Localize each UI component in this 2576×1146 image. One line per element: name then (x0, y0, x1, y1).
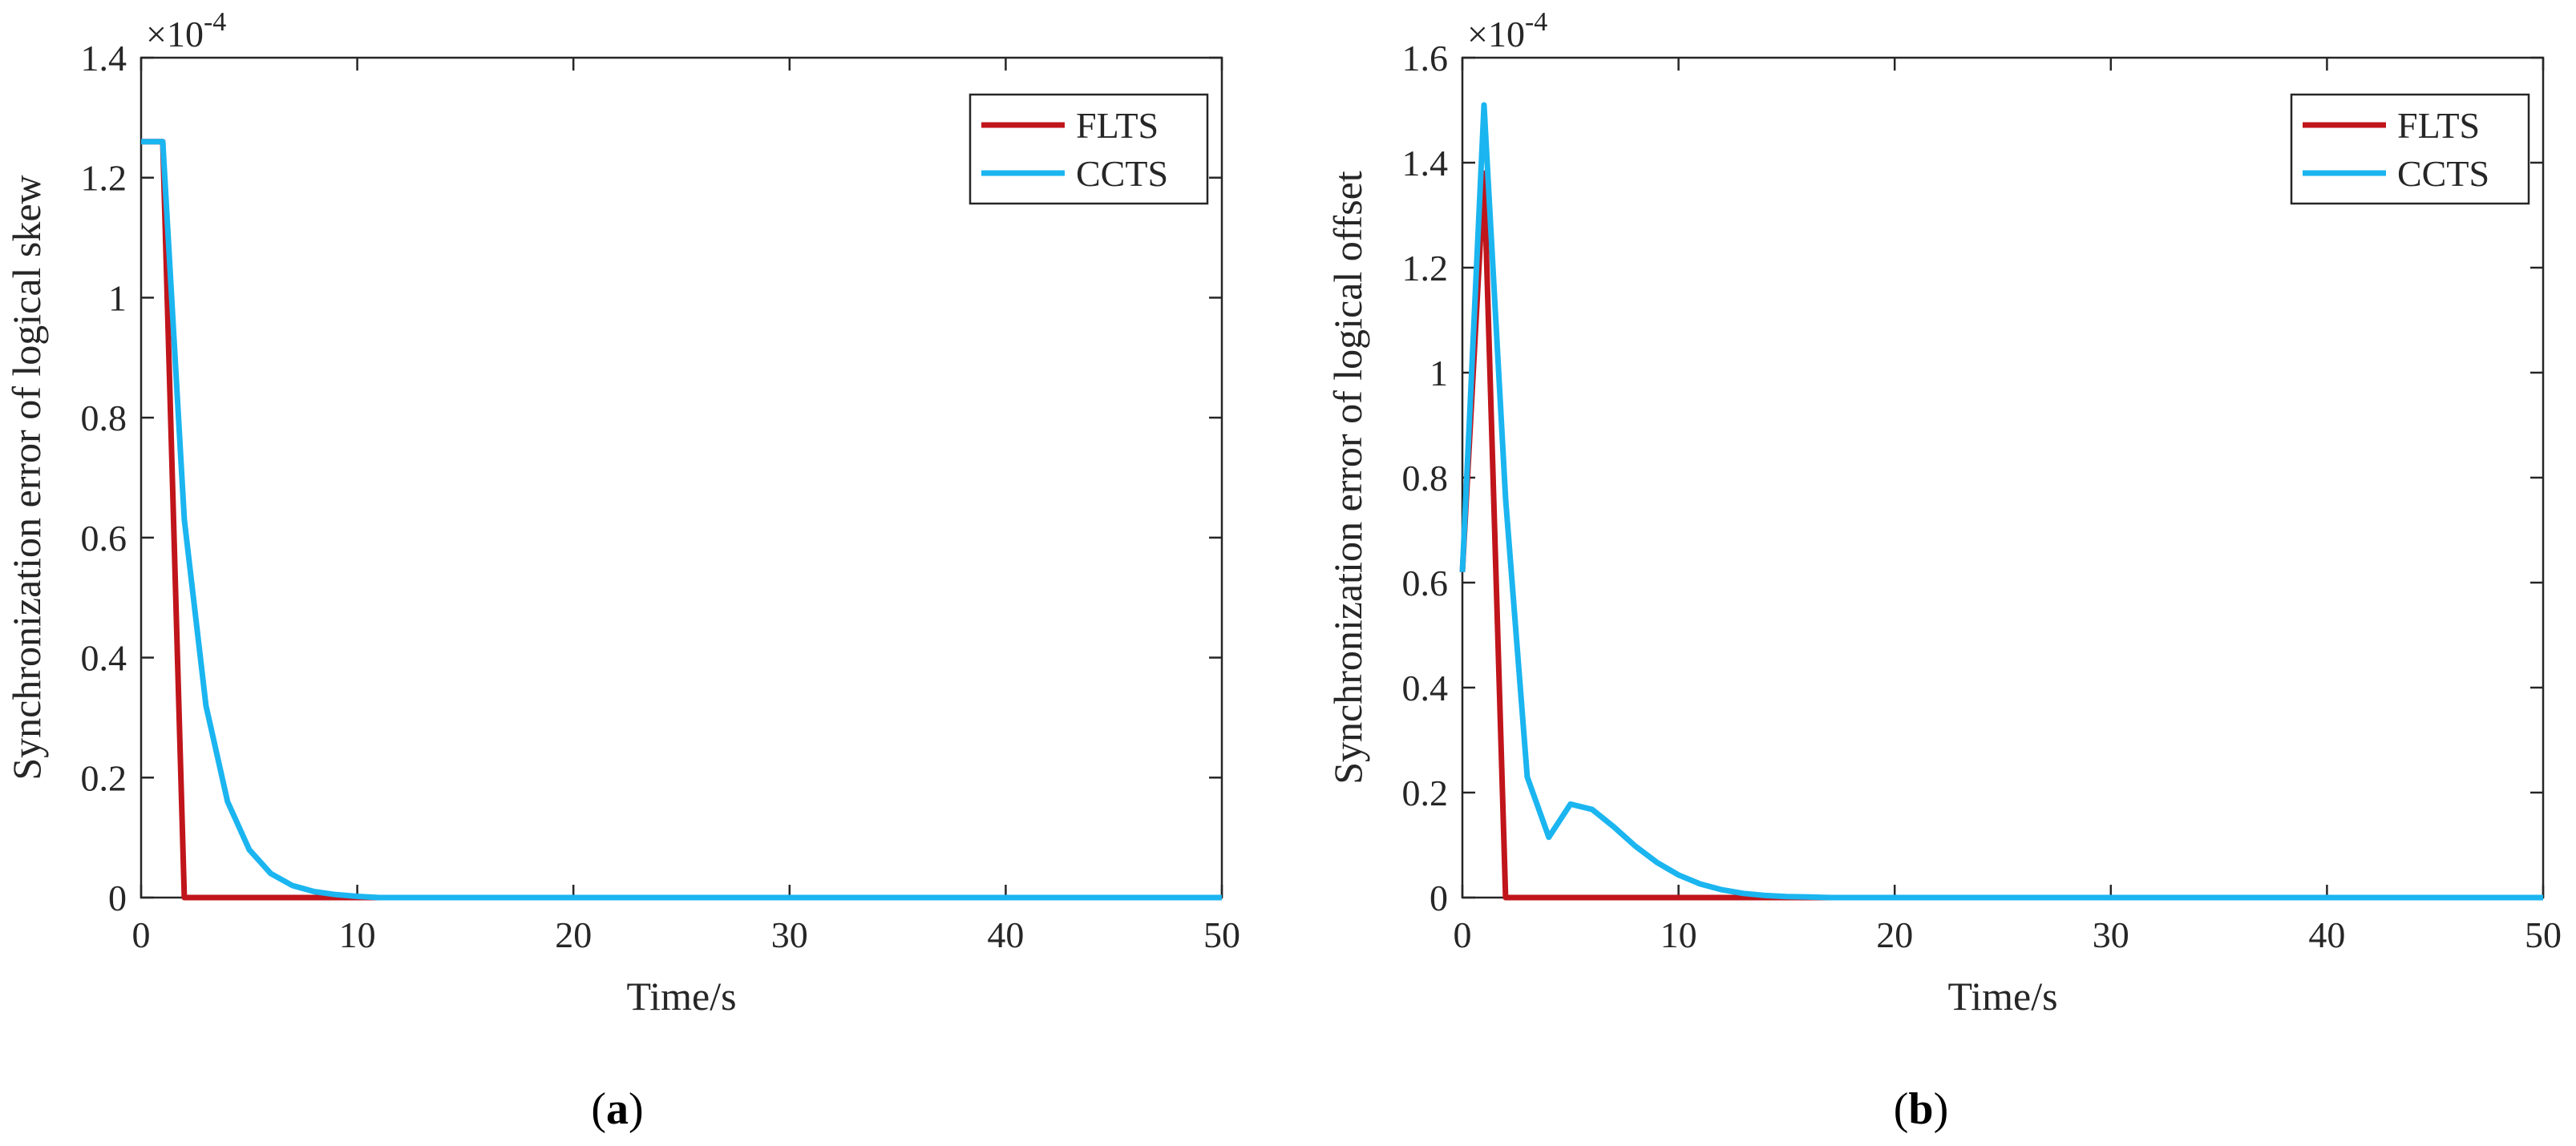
y-tick-label: 0.2 (1402, 773, 1449, 813)
panel-caption-part: b (1908, 1084, 1933, 1134)
y-tick-label: 1 (1430, 353, 1448, 393)
x-tick-label: 40 (987, 914, 1024, 955)
x-tick-label: 0 (1454, 914, 1472, 955)
panel-caption-part: a (606, 1084, 629, 1134)
y-tick-label: 0.4 (81, 638, 127, 679)
x-tick-label: 30 (2093, 914, 2129, 955)
x-tick-label: 10 (1660, 914, 1697, 955)
x-tick-label: 0 (132, 914, 151, 955)
legend: FLTS CCTS (969, 93, 1209, 205)
legend-label-flts: FLTS (2397, 105, 2480, 146)
panel-caption-part: ) (1934, 1084, 1949, 1134)
x-axis-label: Time/s (626, 974, 736, 1019)
y-exponent-power: -4 (1525, 7, 1547, 37)
legend-label-flts: FLTS (1076, 105, 1159, 146)
y-tick-label: 0.4 (1402, 668, 1449, 708)
series-line-ccts (141, 139, 1222, 901)
panel-caption: (a) (591, 1084, 643, 1134)
y-tick-label: 0 (1430, 878, 1448, 918)
x-tick-label: 10 (339, 914, 376, 955)
y-tick-label: 0.8 (1402, 458, 1449, 498)
legend-label-ccts: CCTS (2397, 153, 2489, 194)
x-tick-label: 20 (555, 914, 592, 955)
panel-caption: (b) (1894, 1084, 1948, 1134)
chart-panel-b: 0 10 20 30 40 50 0 0.2 0.4 0.6 0.8 1 1.2 1.4 1.6 ×10-4 T… (1325, 7, 2562, 1134)
y-tick-label: 1.2 (1402, 248, 1449, 289)
panel-caption-part: ) (629, 1084, 644, 1134)
x-tick-label: 50 (2525, 914, 2562, 955)
y-tick-label: 0.2 (81, 757, 127, 798)
y-tick-label: 1.6 (1402, 38, 1449, 79)
y-tick-label: 1 (108, 277, 127, 318)
x-tick-label: 40 (2308, 914, 2345, 955)
y-exponent-label: ×10-4 (1467, 7, 1547, 54)
legend-box (2290, 93, 2530, 205)
y-exponent-label: ×10-4 (146, 7, 226, 54)
y-tick-label: 0.8 (81, 397, 127, 438)
legend-box (969, 93, 1209, 205)
chart-panel-a: 0 10 20 30 40 50 0 0.2 0.4 0.6 0.8 1 1.2 1.4 ×10-4 Time… (4, 7, 1240, 1134)
x-axis-label: Time/s (1947, 974, 2057, 1019)
y-axis-label: Synchronization error of logical skew (4, 175, 49, 780)
y-axis-label: Synchronization error of logical offset (1325, 171, 1370, 785)
y-tick-label: 0.6 (81, 518, 127, 559)
y-tick-label: 1.4 (81, 38, 127, 79)
y-tick-label: 1.4 (1402, 143, 1449, 184)
y-tick-label: 0.6 (1402, 563, 1449, 603)
legend: FLTS CCTS (2290, 93, 2530, 205)
y-tick-label: 0 (108, 878, 127, 918)
panel-caption-part: ( (1894, 1084, 1909, 1134)
y-exponent-power: -4 (204, 7, 226, 37)
y-tick-label: 1.2 (81, 158, 127, 199)
legend-label-ccts: CCTS (1076, 153, 1168, 194)
x-tick-label: 20 (1876, 914, 1913, 955)
series-line-ccts (1459, 102, 2543, 901)
panel-caption-part: ( (591, 1084, 606, 1134)
x-tick-label: 50 (1203, 914, 1240, 955)
x-tick-label: 30 (771, 914, 808, 955)
